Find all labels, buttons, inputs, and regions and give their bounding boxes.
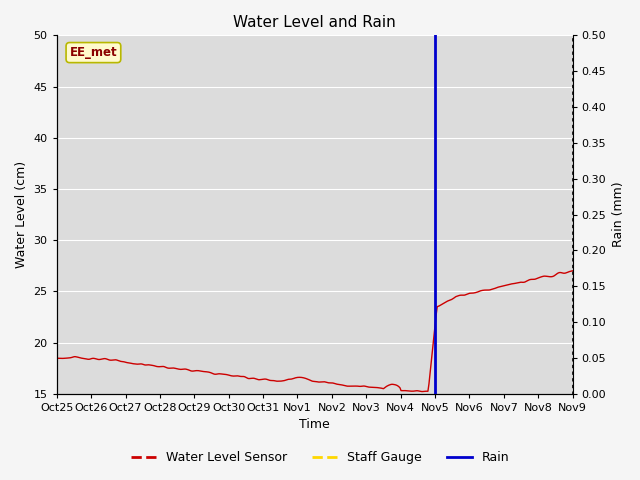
Title: Water Level and Rain: Water Level and Rain bbox=[234, 15, 396, 30]
Text: EE_met: EE_met bbox=[70, 46, 117, 59]
Legend: Water Level Sensor, Staff Gauge, Rain: Water Level Sensor, Staff Gauge, Rain bbox=[125, 446, 515, 469]
Y-axis label: Water Level (cm): Water Level (cm) bbox=[15, 161, 28, 268]
Y-axis label: Rain (mm): Rain (mm) bbox=[612, 182, 625, 247]
X-axis label: Time: Time bbox=[300, 419, 330, 432]
